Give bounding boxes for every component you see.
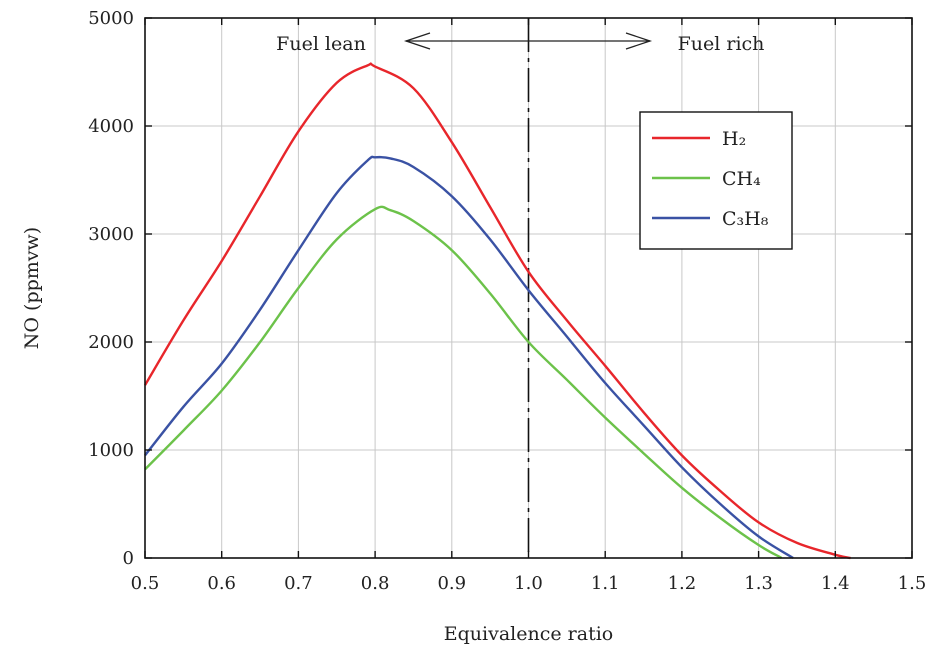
ticks: 0.5 0.6 0.7 0.8 0.9 1.0 1.1 1.2 1.3 1.4 1.5 0 1000 20… [88, 8, 926, 594]
y-tick-label: 2000 [88, 332, 134, 353]
y-tick-label: 5000 [88, 8, 134, 29]
y-axis-label: NO (ppmvw) [21, 227, 43, 349]
series-c3h8-line [144, 155, 794, 560]
x-tick-label: 1.1 [591, 573, 620, 594]
x-tick-label: 0.8 [361, 573, 390, 594]
y-tick-label: 3000 [88, 224, 134, 245]
series-h2-line [143, 62, 851, 560]
annotation-layer: Fuel lean Fuel rich [276, 32, 765, 55]
x-tick-label: 0.5 [131, 573, 160, 594]
x-tick-label: 1.2 [668, 573, 697, 594]
x-tick-label: 1.0 [514, 573, 543, 594]
y-tick-label: 0 [123, 548, 134, 569]
arrow-head-left [403, 32, 431, 50]
legend-label: CH₄ [722, 168, 761, 190]
x-tick-label: 1.5 [898, 573, 927, 594]
fuel-lean-label: Fuel lean [276, 33, 366, 55]
fuel-rich-label: Fuel rich [678, 33, 765, 55]
legend-label: H₂ [722, 128, 746, 150]
x-axis-label: Equivalence ratio [444, 623, 613, 645]
y-tick-label: 1000 [88, 440, 134, 461]
series-ch4-line [144, 205, 783, 560]
arrow-head-right [625, 32, 653, 50]
series-layer [143, 62, 851, 560]
x-tick-label: 0.6 [207, 573, 236, 594]
x-tick-label: 1.3 [744, 573, 773, 594]
legend-label: C₃H₈ [722, 208, 769, 230]
y-tick-label: 4000 [88, 116, 134, 137]
x-tick-label: 1.4 [821, 573, 850, 594]
legend-box [639, 111, 793, 250]
x-tick-label: 0.7 [284, 573, 313, 594]
x-tick-label: 0.9 [437, 573, 466, 594]
legend: H₂ CH₄ C₃H₈ [639, 111, 793, 250]
